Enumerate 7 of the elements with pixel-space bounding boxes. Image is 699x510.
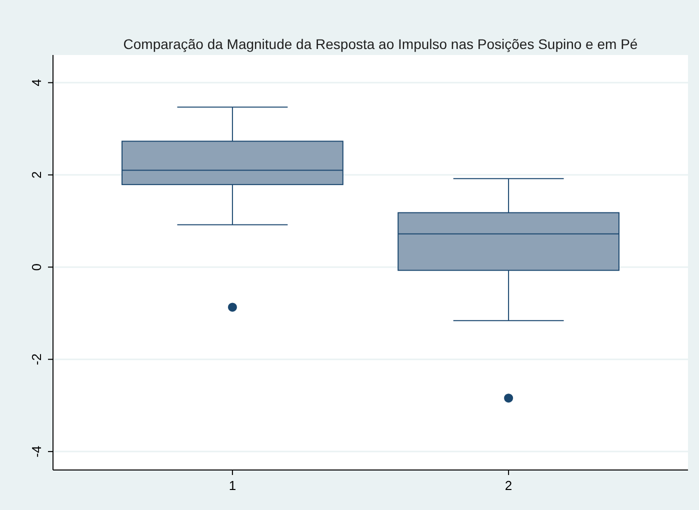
chart-title: Comparação da Magnitude da Resposta ao Impulso nas Posições Supino e em Pé	[123, 36, 638, 52]
y-tick-label: -4	[29, 446, 44, 458]
y-tick-label: 2	[29, 171, 44, 179]
y-tick-label: 4	[29, 79, 44, 86]
y-tick-label: 0	[29, 263, 44, 271]
y-tick-label: -2	[29, 354, 44, 366]
x-tick-label: 1	[228, 478, 236, 493]
